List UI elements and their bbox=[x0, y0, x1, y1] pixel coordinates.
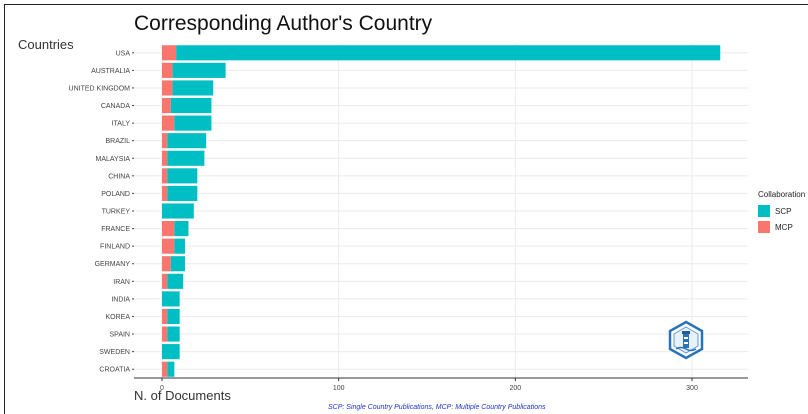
bar-scp bbox=[162, 344, 180, 360]
bar-scp bbox=[162, 291, 180, 307]
bar-mcp bbox=[162, 133, 168, 149]
y-tick-label: GERMANY bbox=[95, 261, 131, 268]
bar-scp bbox=[172, 80, 214, 96]
bar-scp bbox=[174, 115, 212, 131]
x-axis-label: N. of Documents bbox=[134, 388, 231, 403]
bar-mcp bbox=[162, 97, 171, 114]
bar-mcp bbox=[162, 62, 173, 78]
legend-item-mcp: MCP bbox=[758, 219, 805, 235]
x-tick-label: 0 bbox=[160, 385, 164, 392]
legend-item-scp: SCP bbox=[758, 203, 805, 219]
bar-mcp bbox=[162, 45, 177, 61]
bar-scp bbox=[162, 203, 194, 219]
legend: Collaboration SCP MCP bbox=[758, 190, 805, 235]
bar-mcp bbox=[162, 238, 175, 254]
bar-scp bbox=[176, 45, 721, 61]
y-tick-label: FINLAND bbox=[100, 244, 130, 251]
y-tick-label: TURKEY bbox=[102, 209, 131, 216]
bar-scp bbox=[174, 221, 189, 237]
bar-scp bbox=[167, 308, 180, 325]
bar-mcp bbox=[162, 115, 175, 131]
legend-label-mcp: MCP bbox=[775, 222, 793, 232]
legend-label-scp: SCP bbox=[775, 206, 792, 216]
legend-title: Collaboration bbox=[758, 190, 806, 199]
bar-mcp bbox=[162, 80, 173, 96]
legend-key-mcp bbox=[758, 221, 770, 233]
y-tick-label: FRANCE bbox=[101, 226, 130, 233]
y-tick-label: CHINA bbox=[108, 173, 130, 180]
bar-scp bbox=[167, 168, 198, 184]
y-tick-label: KOREA bbox=[105, 314, 130, 321]
bar-mcp bbox=[162, 326, 168, 342]
bar-scp bbox=[167, 326, 180, 342]
bar-mcp bbox=[162, 256, 171, 272]
y-tick-label: UNITED KINGDOM bbox=[69, 85, 131, 92]
bar-scp bbox=[167, 185, 198, 201]
y-tick-label: POLAND bbox=[101, 191, 130, 198]
y-axis-label: Countries bbox=[18, 37, 74, 52]
chart-title: Corresponding Author's Country bbox=[134, 12, 433, 35]
bar-mcp bbox=[162, 273, 168, 289]
bar-scp bbox=[167, 150, 205, 166]
legend-key-scp bbox=[758, 205, 770, 217]
bar-scp bbox=[170, 97, 212, 114]
y-tick-label: AUSTRALIA bbox=[91, 68, 130, 75]
chart-caption: SCP: Single Country Publications, MCP: M… bbox=[328, 404, 546, 411]
bar-mcp bbox=[162, 308, 168, 325]
y-tick-label: MALAYSIA bbox=[96, 156, 131, 163]
y-tick-label: IRAN bbox=[113, 279, 130, 286]
y-tick-label: CANADA bbox=[101, 103, 131, 110]
bar-mcp bbox=[162, 150, 168, 166]
bar-mcp bbox=[162, 185, 168, 201]
bar-scp bbox=[167, 273, 184, 289]
chart-frame bbox=[4, 4, 808, 414]
bar-mcp bbox=[162, 168, 168, 184]
bar-scp bbox=[167, 361, 175, 377]
x-tick-label: 300 bbox=[686, 385, 698, 392]
y-tick-label: BRAZIL bbox=[105, 138, 130, 145]
y-tick-label: ITALY bbox=[112, 121, 131, 128]
bar-scp bbox=[172, 62, 226, 78]
bar-scp bbox=[170, 256, 185, 272]
y-tick-label: CROATIA bbox=[99, 367, 130, 374]
hexagon-lighthouse-logo-icon bbox=[667, 320, 705, 360]
y-tick-label: SWEDEN bbox=[99, 349, 130, 356]
x-tick-label: 100 bbox=[333, 385, 345, 392]
y-tick-label: INDIA bbox=[111, 296, 130, 303]
y-tick-label: SPAIN bbox=[110, 332, 131, 339]
bar-mcp bbox=[162, 361, 168, 377]
x-tick-label: 200 bbox=[509, 385, 521, 392]
bar-scp bbox=[167, 133, 207, 149]
bar-scp bbox=[174, 238, 185, 254]
y-tick-label: USA bbox=[116, 50, 131, 57]
bar-mcp bbox=[162, 221, 175, 237]
